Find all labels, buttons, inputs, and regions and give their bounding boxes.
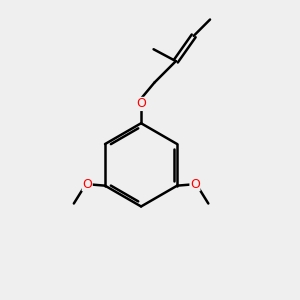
Text: O: O [136, 98, 146, 110]
Text: O: O [82, 178, 92, 191]
Text: O: O [190, 178, 200, 191]
